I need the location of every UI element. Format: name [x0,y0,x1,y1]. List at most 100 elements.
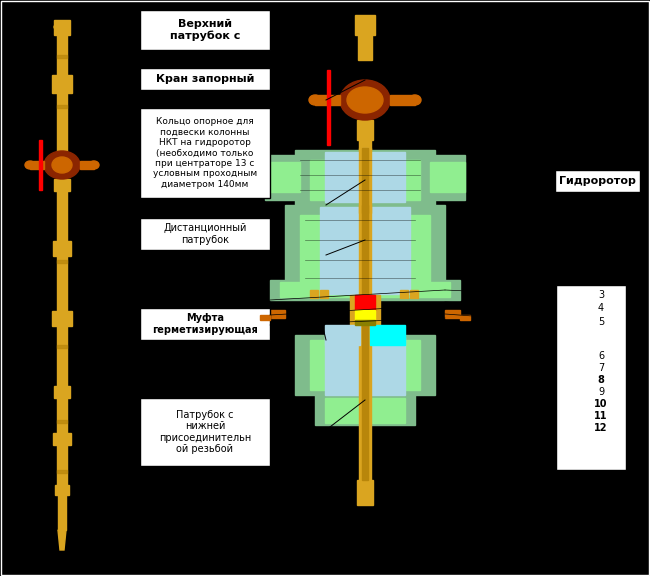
Bar [300,215,430,290]
Text: Гидроротор: Гидроротор [559,176,636,186]
Bar [327,70,330,145]
FancyBboxPatch shape [140,218,270,250]
Ellipse shape [409,95,421,105]
Bar [260,315,270,320]
Bar [362,148,368,213]
Bar [460,315,470,320]
FancyBboxPatch shape [140,398,270,466]
Text: 11: 11 [594,411,608,421]
Text: Кольцо опорное для
подвески колонны
НКТ на гидроротор
(необходимо только
при цен: Кольцо опорное для подвески колонны НКТ … [153,118,257,189]
Bar [310,160,420,200]
Bar [357,120,373,140]
Bar [54,20,70,35]
Bar [57,256,67,311]
Bar [57,260,67,263]
FancyBboxPatch shape [140,108,270,198]
Ellipse shape [25,161,35,169]
Bar [315,395,415,425]
Bar [295,335,435,395]
Text: 3: 3 [598,290,604,300]
Bar [355,15,375,35]
Bar [320,290,328,298]
Bar [57,191,67,241]
Bar [362,148,368,488]
Bar [57,345,67,348]
Bar [430,162,465,192]
Bar [310,340,420,390]
Bar [57,155,67,158]
Bar [265,162,300,192]
Bar [390,95,415,105]
Bar [57,470,67,473]
Bar [57,93,67,153]
Bar [270,280,460,300]
Text: 6: 6 [598,351,604,361]
Bar [359,205,371,305]
Bar [270,310,285,318]
FancyBboxPatch shape [140,10,270,50]
Bar [52,311,72,326]
Bar [80,161,94,169]
Text: 10: 10 [594,399,608,409]
Bar [325,398,405,423]
Bar [57,55,67,58]
Bar [355,320,375,325]
Bar [430,155,465,200]
Bar [357,480,373,505]
Bar [280,282,450,297]
Ellipse shape [89,161,99,169]
Ellipse shape [52,157,72,173]
FancyBboxPatch shape [555,170,640,192]
Bar [315,95,340,105]
Text: Дистанционный
патрубок: Дистанционный патрубок [163,223,247,245]
Bar [53,433,71,445]
Bar [370,325,405,345]
FancyBboxPatch shape [140,308,270,340]
Bar [57,445,67,485]
Bar [57,105,67,108]
Bar [350,295,380,335]
Bar [54,179,70,191]
Text: 9: 9 [598,387,604,397]
Bar [285,205,445,295]
Bar [54,386,70,398]
Bar [265,155,300,200]
Ellipse shape [54,23,70,31]
Bar [362,300,368,480]
Text: 7: 7 [598,363,604,373]
Bar [57,35,67,75]
Bar [53,241,71,256]
Bar [445,310,460,318]
Polygon shape [58,530,66,550]
Bar [30,161,44,169]
Bar [55,485,69,495]
Text: Верхний
патрубок с: Верхний патрубок с [170,19,240,41]
Bar [325,337,405,395]
Bar [325,325,360,345]
Text: 5: 5 [598,317,604,327]
Bar [355,310,375,320]
Bar [52,75,72,93]
Text: Муфта
герметизирующая: Муфта герметизирующая [152,313,258,335]
Ellipse shape [347,87,383,113]
Text: 12: 12 [594,423,608,433]
Bar [57,420,67,423]
Bar [310,290,318,298]
FancyBboxPatch shape [140,68,270,90]
Ellipse shape [309,95,321,105]
Bar [57,398,67,433]
Text: 8: 8 [597,375,604,385]
Bar [295,150,435,205]
Bar [359,148,371,213]
Bar [57,326,67,386]
Bar [325,152,405,202]
Bar [358,35,372,60]
Ellipse shape [340,80,390,120]
Bar [410,290,418,298]
Bar [362,205,368,305]
Bar [39,140,42,190]
Bar [359,300,371,480]
Bar [58,495,66,530]
Text: 4: 4 [598,303,604,313]
Ellipse shape [44,151,80,179]
